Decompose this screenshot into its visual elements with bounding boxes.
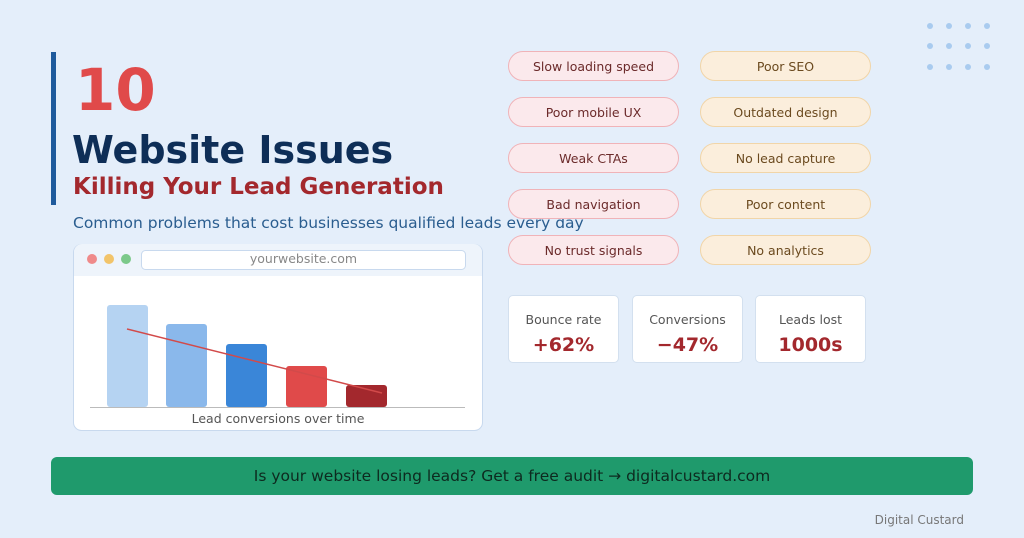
issue-pill: No trust signals [508,235,679,265]
issue-pill: Outdated design [700,97,871,127]
footer-brand: Digital Custard [874,513,964,527]
issue-pill: Bad navigation [508,189,679,219]
cta[interactable]: Is your website losing leads? Get a free… [253,467,771,485]
stat-value: 1000s [778,334,843,356]
url: yourwebsite.com [249,251,358,266]
stat-label: Conversions [649,312,726,327]
subtitle: Killing Your Lead Generation [73,174,444,200]
stat-value: +62% [532,334,595,356]
issue-pill: Weak CTAs [508,143,679,173]
stat-value: −47% [656,334,719,356]
title: Website Issues [72,128,394,172]
issue-pill: No analytics [700,235,871,265]
stat-card: Bounce rate +62% [508,295,619,363]
stat-label: Bounce rate [525,312,602,327]
stat-card: Leads lost 1000s [755,295,866,363]
issue-pill: Slow loading speed [508,51,679,81]
chart-caption: Lead conversions over time [191,411,365,426]
description: Common problems that cost businesses qua… [73,214,584,232]
stat-card: Conversions −47% [632,295,743,363]
issue-pill: Poor mobile UX [508,97,679,127]
issue-count: 10 [75,56,156,124]
issue-pill: No lead capture [700,143,871,173]
stat-label: Leads lost [778,312,843,327]
issue-pill: Poor content [700,189,871,219]
issue-pill: Poor SEO [700,51,871,81]
